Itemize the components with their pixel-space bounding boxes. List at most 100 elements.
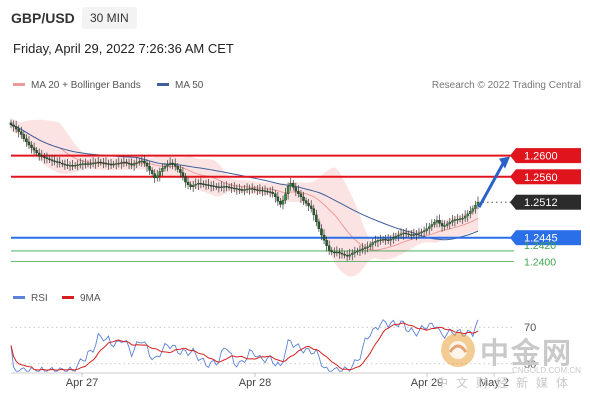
candle-body xyxy=(274,193,277,198)
candle-body xyxy=(268,191,272,193)
candle-body xyxy=(53,160,56,163)
candle-body xyxy=(81,163,85,165)
x-tick-label-3: Apr 29 xyxy=(411,377,443,389)
candle-body xyxy=(243,189,246,191)
candle-body xyxy=(222,186,226,188)
candle-body xyxy=(217,186,221,189)
candle-body xyxy=(22,134,26,139)
candle-body xyxy=(284,193,287,201)
candle-body xyxy=(379,239,382,241)
candle-body xyxy=(397,234,400,237)
candle-body xyxy=(84,163,87,165)
candle-body xyxy=(333,251,336,254)
rsi-label-30: 30 xyxy=(524,359,536,371)
candle-body xyxy=(474,205,477,209)
candle-body xyxy=(422,230,426,233)
candle-body xyxy=(197,182,200,185)
candle-body xyxy=(14,126,18,130)
level-label-box-4 xyxy=(516,230,581,246)
x-tick-label-1: Apr 27 xyxy=(66,377,98,389)
candle-body xyxy=(427,226,431,229)
candle-body xyxy=(20,131,23,135)
watermark-sub: 中文财经新媒体 xyxy=(436,376,577,390)
candle-body xyxy=(325,240,328,246)
candle-body xyxy=(392,237,395,240)
candle-body xyxy=(302,196,305,201)
candle-body xyxy=(371,242,375,245)
candle-body xyxy=(166,164,169,167)
legend-rsi-label: RSI xyxy=(31,293,48,304)
candle-body xyxy=(48,158,51,160)
candle-body xyxy=(404,232,408,235)
candle-body xyxy=(261,189,264,192)
timeframe-tab[interactable]: 30 MIN xyxy=(82,7,137,29)
candle-body xyxy=(186,181,190,185)
candle-body xyxy=(453,219,457,221)
candle-body xyxy=(317,221,321,229)
candle-body xyxy=(366,246,369,248)
candle-body xyxy=(368,244,372,247)
candle-body xyxy=(343,253,346,256)
candle-body xyxy=(122,161,126,164)
candle-body xyxy=(79,163,82,166)
candle-body xyxy=(417,232,421,235)
candle-body xyxy=(161,168,164,172)
candle-body xyxy=(381,239,385,241)
candle-body xyxy=(130,163,133,166)
candle-body xyxy=(168,162,172,165)
candle-body xyxy=(27,141,31,146)
legend-ma50: MA 50 xyxy=(157,80,203,91)
candle-body xyxy=(281,199,285,205)
candle-body xyxy=(309,205,313,209)
candle-body xyxy=(394,235,398,238)
level-label-pointer-4 xyxy=(510,230,516,246)
candle-body xyxy=(374,241,377,243)
candle-body xyxy=(471,208,475,212)
candle-body xyxy=(176,166,180,170)
candle-body xyxy=(430,224,434,227)
candle-body xyxy=(320,228,323,236)
level-label-box-3 xyxy=(516,194,581,210)
candle-body xyxy=(294,187,298,192)
legend-ma50-swatch xyxy=(157,82,169,86)
candle-body xyxy=(156,175,159,178)
candle-body xyxy=(386,239,390,241)
legend-bollinger-swatch xyxy=(13,82,25,86)
candle-body xyxy=(376,240,380,242)
candle-body xyxy=(420,231,423,234)
candle-body xyxy=(389,239,393,241)
level-label-1: 1.2600 xyxy=(524,151,558,163)
candle-body xyxy=(299,193,303,198)
x-tick-label-2: Apr 28 xyxy=(239,377,271,389)
candle-body xyxy=(148,166,151,171)
candle-body xyxy=(199,182,203,185)
currency-pair: GBP/USD xyxy=(11,10,75,26)
candle-body xyxy=(348,254,351,257)
candle-body xyxy=(179,169,182,173)
candle-body xyxy=(263,190,267,192)
level-label-box-1 xyxy=(516,148,581,164)
candle-body xyxy=(412,234,416,236)
level-label-box-2 xyxy=(516,169,581,185)
candle-body xyxy=(25,138,28,142)
watermark-brand: 中金网 xyxy=(480,336,574,370)
candle-body xyxy=(104,162,108,165)
candle-body xyxy=(63,163,67,166)
legend-ma50-label: MA 50 xyxy=(175,80,204,91)
candle-body xyxy=(181,172,185,177)
level-label-6: 1.2400 xyxy=(524,257,556,269)
candle-body xyxy=(451,220,454,223)
level-label-pointer-2 xyxy=(510,169,516,185)
candle-body xyxy=(135,162,138,164)
candle-body xyxy=(363,247,367,249)
candle-body xyxy=(127,162,131,165)
candle-body xyxy=(12,124,15,127)
candle-body xyxy=(232,187,236,190)
candle-body xyxy=(66,164,69,166)
candle-body xyxy=(220,186,223,189)
candle-body xyxy=(279,200,282,205)
candle-body xyxy=(117,162,121,165)
level-label-pointer-1 xyxy=(510,148,516,164)
candle-body xyxy=(227,186,231,189)
